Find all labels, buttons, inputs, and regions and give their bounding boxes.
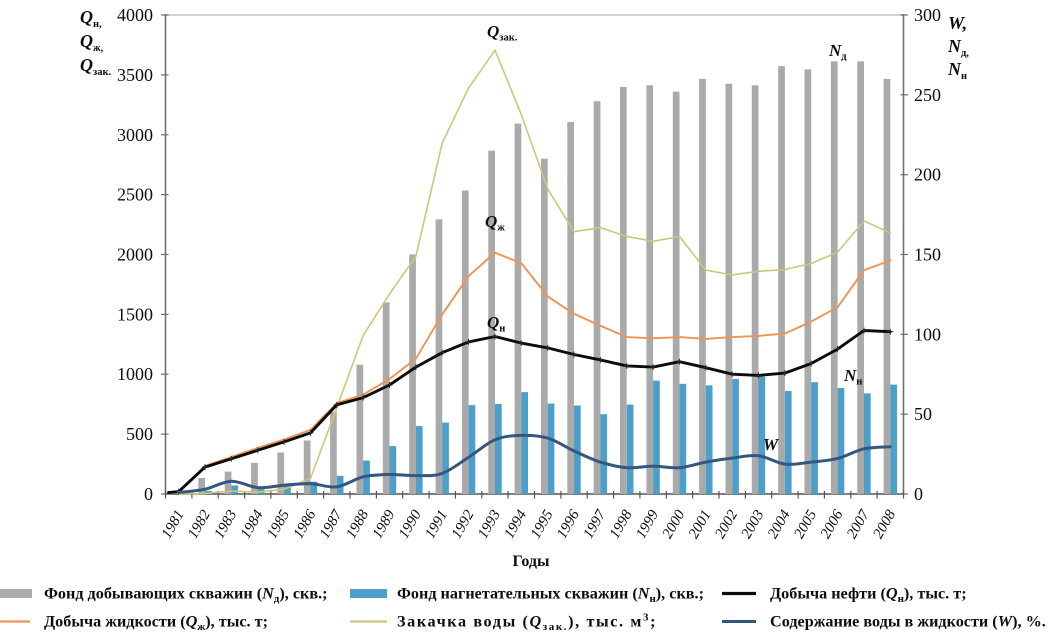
svg-text:300: 300 (914, 5, 941, 25)
svg-text:3500: 3500 (117, 65, 153, 85)
svg-text:Фонд нагнетательных скважин (N: Фонд нагнетательных скважин (Nн), скв.; (397, 585, 704, 606)
svg-text:0: 0 (914, 484, 923, 504)
svg-text:500: 500 (126, 424, 153, 444)
svg-text:1500: 1500 (117, 304, 153, 324)
svg-text:Закачка воды (Qзак.), тыс. м3;: Закачка воды (Qзак.), тыс. м3; (397, 612, 657, 634)
svg-text:W: W (763, 435, 780, 454)
svg-text:Содержание воды в жидкости (W): Содержание воды в жидкости (W), %. (770, 613, 1046, 631)
svg-text:0: 0 (144, 484, 153, 504)
svg-text:4000: 4000 (117, 5, 153, 25)
svg-text:100: 100 (914, 324, 941, 344)
svg-text:50: 50 (914, 404, 932, 424)
svg-text:200: 200 (914, 165, 941, 185)
svg-text:W,: W, (948, 13, 967, 33)
svg-text:Добыча жидкости (Qж), тыс. т;: Добыча жидкости (Qж), тыс. т; (44, 613, 268, 634)
svg-text:Годы: Годы (513, 553, 550, 570)
svg-text:3000: 3000 (117, 125, 153, 145)
svg-text:Фонд добывающих скважин (Nд),: Фонд добывающих скважин (Nд), скв.; (44, 585, 328, 606)
svg-text:150: 150 (914, 245, 941, 265)
svg-text:2000: 2000 (117, 245, 153, 265)
svg-text:Добыча нефти (Qн), тыс. т;: Добыча нефти (Qн), тыс. т; (770, 585, 967, 606)
svg-text:1000: 1000 (117, 364, 153, 384)
svg-text:2500: 2500 (117, 185, 153, 205)
svg-text:250: 250 (914, 85, 941, 105)
